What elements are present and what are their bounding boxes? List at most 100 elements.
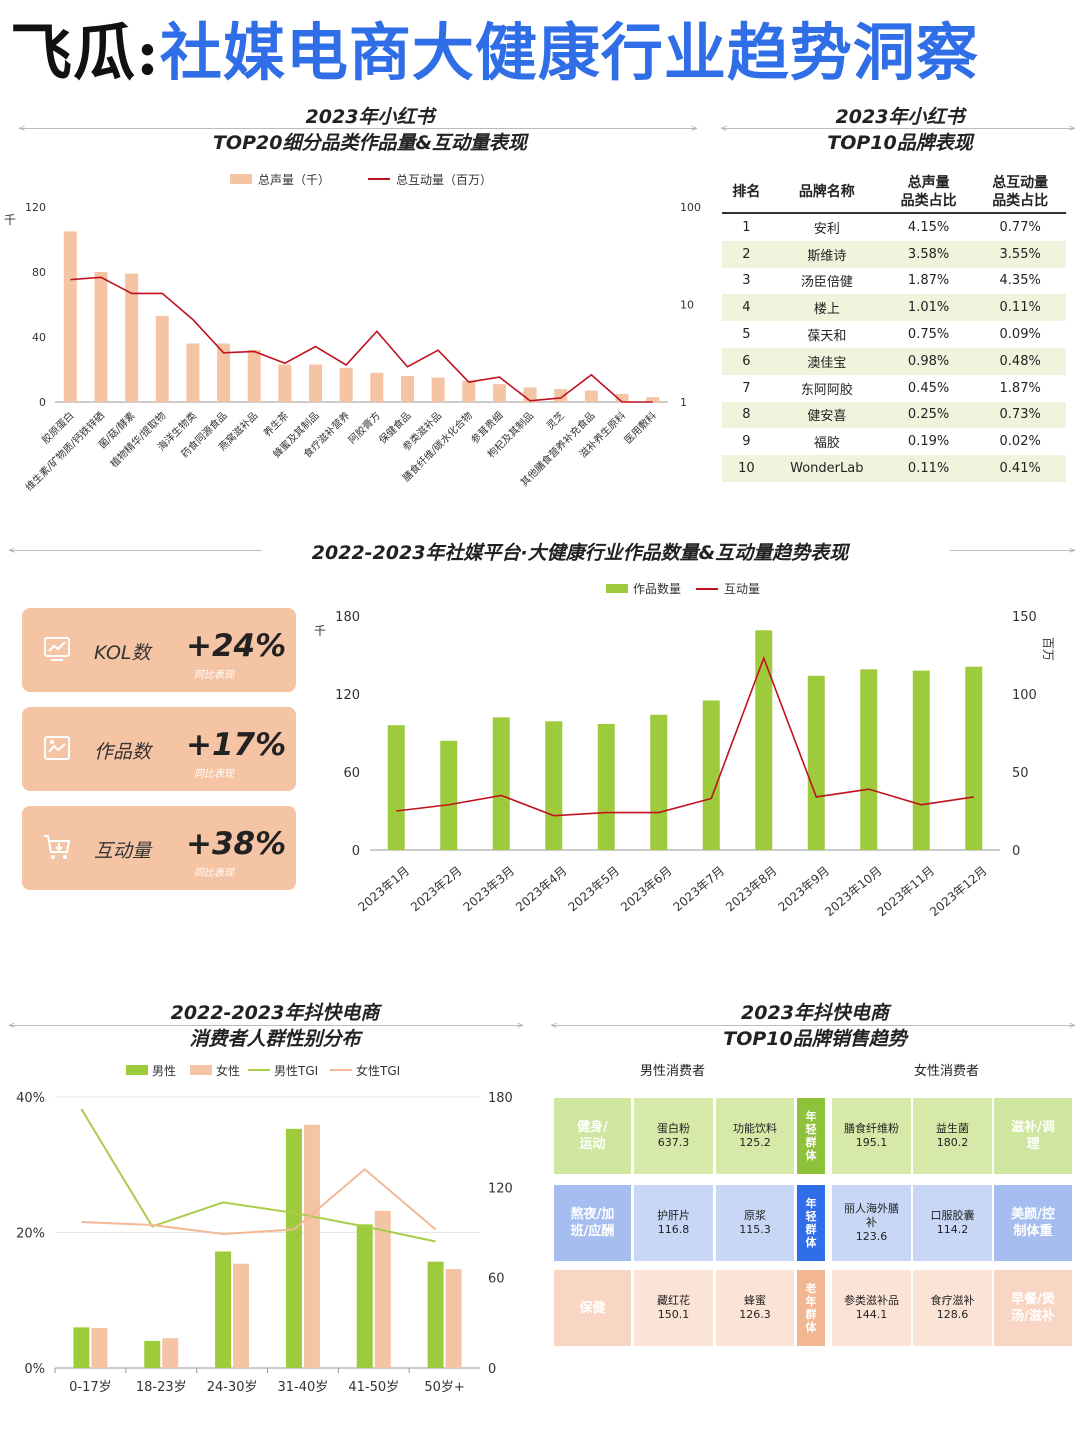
product-cell: 丽人海外膳补 123.6 <box>832 1185 911 1261</box>
table-cell: 0.41% <box>974 455 1066 482</box>
bar <box>94 272 108 402</box>
y2-tick-label: 0 <box>1012 844 1020 859</box>
cell-text: 运动 <box>579 1137 606 1152</box>
male-consumers-header: 男性消费者 <box>640 1064 706 1079</box>
bar <box>162 1338 179 1368</box>
table-header: 总声量 品类占比 <box>882 172 975 214</box>
section-title-line: TOP10品牌表现 <box>827 132 973 154</box>
divider: < > <box>720 124 1076 134</box>
bar <box>144 1340 161 1368</box>
bar <box>807 675 825 850</box>
kpi-sub: 同比表现 <box>194 769 234 780</box>
bar <box>646 397 660 402</box>
category-cell: 熬夜/加 班/应酬 <box>554 1185 631 1261</box>
y-tick-label: 180 <box>335 610 360 625</box>
bar <box>278 364 292 402</box>
table-cell: 0.48% <box>974 347 1066 375</box>
cell-text: 班/应酬 <box>570 1224 615 1239</box>
cell-text: 蛋白粉 <box>657 1122 690 1135</box>
cell-text: 保健 <box>579 1300 606 1316</box>
section-title-line: 2022-2023年社媒平台·大健康行业作品数量&互动量趋势表现 <box>311 542 849 564</box>
legend-label: 互动量 <box>724 582 760 596</box>
cell-text: 美颜/控 <box>1011 1207 1055 1222</box>
section-title-line: 消费者人群性别分布 <box>189 1028 361 1050</box>
bar <box>63 231 77 402</box>
female-consumers-header: 女性消费者 <box>914 1064 980 1079</box>
cell-text: 150.1 <box>657 1308 690 1321</box>
table-cell: 8 <box>722 401 771 429</box>
product-cell: 藏红花 150.1 <box>634 1270 713 1346</box>
bar <box>91 1328 108 1368</box>
table-cell: 0.45% <box>907 380 950 396</box>
table-cell: 福胶 <box>813 436 840 452</box>
kpi-label: KOL数 <box>94 642 151 664</box>
bar <box>431 377 445 402</box>
legend-label: 总互动量（百万） <box>396 173 492 187</box>
table-cell: 3.55% <box>974 240 1066 268</box>
legend-swatch <box>606 584 628 593</box>
cell-text: 膳食纤维粉 <box>844 1122 899 1135</box>
divider: < <box>8 546 262 556</box>
bar <box>462 380 476 402</box>
y2-tick-label: 180 <box>488 1091 513 1106</box>
kpi-label: 互动量 <box>94 840 152 862</box>
bar <box>912 670 930 850</box>
gender-chart: 男性 女性 男性TGI 女性TGI 0% 20% 40% 0 60 120 180 0-17岁 18-2… <box>16 1063 513 1395</box>
cell-text: 健身/ <box>577 1120 608 1135</box>
section-title-line: TOP20细分品类作品量&互动量表现 <box>212 132 528 154</box>
table-cell: 7 <box>742 380 751 396</box>
bar <box>125 273 139 402</box>
bar <box>309 364 323 402</box>
kpi-sub: 同比表现 <box>194 868 234 879</box>
cell-text: 116.8 <box>657 1223 690 1236</box>
table-row: 4 楼上 1.01% 0.11% <box>722 294 1066 322</box>
cell-text: 群 <box>805 1223 817 1236</box>
y-tick-label: 0 <box>39 396 46 409</box>
x-tick-label: 植物精华/提取物 <box>107 409 168 470</box>
product-cell: 参类滋补品 144.1 <box>832 1270 911 1346</box>
table-cell: 0.77% <box>999 219 1041 235</box>
y-tick-label: 60 <box>343 766 360 781</box>
table-row: 5 葆天和 0.75% 0.09% <box>722 321 1066 348</box>
category-cell: 早餐/煲 汤/滋补 <box>994 1270 1072 1346</box>
table-cell: WonderLab <box>770 455 883 482</box>
brand-table: 排名 品牌名称 总声量 品类占比 总互动量 品类占比 1 安利 4.15% 0.77% 2 斯维诗 3… <box>722 172 1066 482</box>
x-tick-label: 2023年5月 <box>566 864 623 915</box>
cell-text: 藏红花 <box>657 1294 690 1307</box>
table-row: 6 澳佳宝 0.98% 0.48% <box>722 347 1066 375</box>
bar <box>650 714 668 850</box>
cell-text: 群 <box>805 1308 817 1321</box>
brand-name: 飞瓜: <box>10 16 160 89</box>
cell-text: 年 <box>805 1110 817 1123</box>
x-tick-label: 2023年2月 <box>408 864 465 915</box>
bar <box>73 1327 90 1368</box>
image-icon <box>44 736 70 760</box>
cell-text: 轻 <box>805 1123 817 1136</box>
section-title-line: TOP10品牌销售趋势 <box>723 1028 907 1050</box>
cell-text: 年 <box>805 1197 817 1210</box>
x-tick-label: 31-40岁 <box>278 1380 329 1395</box>
x-tick-label: 41-50岁 <box>348 1380 399 1395</box>
table-cell: 0.75% <box>907 327 950 343</box>
group-cell: 年轻群体 <box>797 1098 825 1174</box>
y-tick-label: 40 <box>32 331 46 344</box>
category-cell: 美颜/控 制体重 <box>994 1185 1072 1261</box>
table-cell: 1.87% <box>999 380 1041 396</box>
bar <box>965 666 983 850</box>
axis-label: 百万 <box>1041 637 1055 661</box>
table-cell: 4 <box>722 294 771 322</box>
x-tick-label: 养生茶 <box>261 409 291 439</box>
bar <box>217 343 231 402</box>
x-tick-label: 18-23岁 <box>136 1380 187 1395</box>
cell-text: 丽人海外膳 <box>844 1202 899 1215</box>
cell-text: 理 <box>1026 1137 1040 1152</box>
x-tick-label: 2023年12月 <box>927 864 989 920</box>
legend-swatch <box>190 1065 212 1075</box>
table-cell: 安利 <box>813 221 840 237</box>
kpi-value: +24% <box>186 628 287 664</box>
cell-text: 180.2 <box>936 1136 969 1149</box>
bar <box>186 343 200 402</box>
cell-text: 637.3 <box>657 1136 690 1149</box>
table-cell: 葆天和 <box>807 329 847 345</box>
table-cell: 0.98% <box>882 347 975 375</box>
